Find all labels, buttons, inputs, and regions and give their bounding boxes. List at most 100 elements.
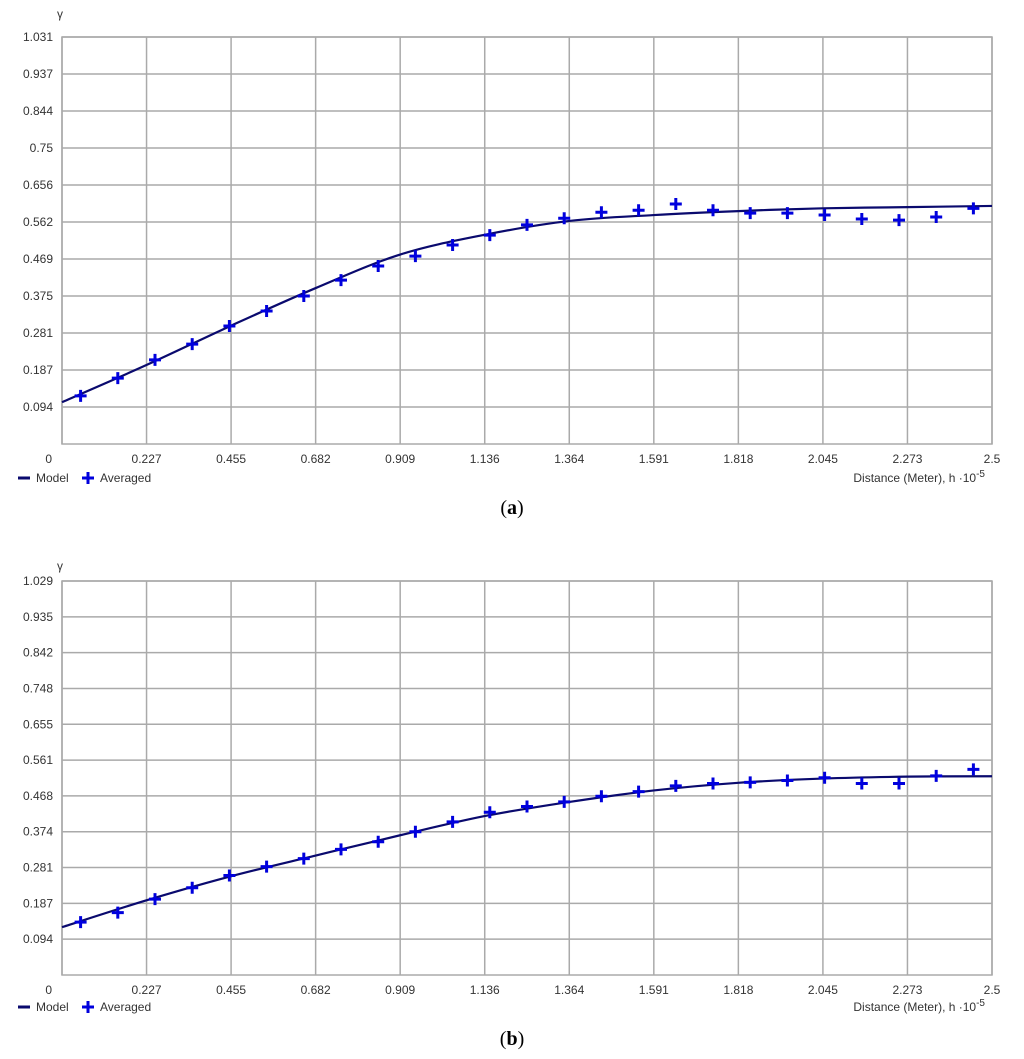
averaged-point <box>595 206 608 219</box>
averaged-point <box>632 204 645 217</box>
x-tick-label: 2.273 <box>892 983 922 997</box>
averaged-point <box>744 776 757 789</box>
y-tick-label: 0.935 <box>23 610 53 624</box>
y-tick-label: 0.094 <box>23 400 53 414</box>
x-axis-label-exponent: -5 <box>976 998 985 1009</box>
x-tick-label: 0.455 <box>216 983 246 997</box>
averaged-point <box>967 202 980 215</box>
y-tick-label: 0.655 <box>23 717 53 731</box>
plot-frame <box>61 580 993 976</box>
x-tick-label: 1.136 <box>470 983 500 997</box>
averaged-point <box>595 790 608 803</box>
x-axis-label-main: Distance (Meter), h ·10 <box>853 1000 976 1014</box>
y-tick-label: 0.842 <box>23 646 53 660</box>
caption-a: (a) <box>500 497 523 519</box>
x-tick-label: 1.591 <box>639 983 669 997</box>
x-tick-label: 1.591 <box>639 452 669 466</box>
y-tick-label: 0.656 <box>23 178 53 192</box>
averaged-point <box>372 835 385 848</box>
averaged-point <box>744 207 757 220</box>
legend-model-label: Model <box>36 1000 69 1014</box>
x-tick-label: 0.227 <box>132 452 162 466</box>
x-tick-label: 2.5 <box>984 983 1001 997</box>
x-axis-label-main: Distance (Meter), h ·10 <box>853 471 976 485</box>
model-line <box>61 204 993 404</box>
caption-b: (b) <box>500 1028 524 1050</box>
y-tick-label: 0.187 <box>23 363 53 377</box>
y-tick-label: 0.937 <box>23 67 53 81</box>
averaged-point <box>335 274 347 287</box>
averaged-point <box>818 771 831 784</box>
averaged-point <box>707 204 719 217</box>
y-tick-label: 0.75 <box>30 141 54 155</box>
y-axis-label: γ <box>57 559 63 573</box>
y-axis-label: γ <box>57 7 63 21</box>
averaged-point <box>855 212 868 225</box>
model-line <box>61 775 993 929</box>
averaged-point <box>149 893 161 906</box>
averaged-point <box>893 777 905 790</box>
averaged-point <box>149 353 161 366</box>
averaged-point <box>781 774 794 787</box>
legend-model-label: Model <box>36 471 69 485</box>
y-tick-label: 0.281 <box>23 861 53 875</box>
averaged-point <box>930 769 943 782</box>
legend-averaged-icon <box>82 472 94 484</box>
y-tick-label: 0.281 <box>23 326 53 340</box>
averaged-point <box>223 319 236 332</box>
averaged-point <box>632 785 645 798</box>
plot-frame <box>61 36 993 445</box>
x-tick-label: 2.273 <box>892 452 922 466</box>
x-tick-label: 0 <box>45 452 52 466</box>
y-tick-label: 0.469 <box>23 252 53 266</box>
averaged-point <box>855 777 868 790</box>
legend-averaged-label: Averaged <box>100 1000 151 1014</box>
chart-panel-a: 0 0.227 0.455 0.682 0.909 1.136 1.364 1.591 1.81… <box>18 7 1001 485</box>
chart-panel-b: 0 0.227 0.455 0.682 0.909 1.136 1.364 1.591 1.81… <box>18 559 1001 1014</box>
x-tick-label: 1.818 <box>723 983 753 997</box>
averaged-point <box>521 800 533 813</box>
averaged-point <box>669 197 682 210</box>
averaged-point <box>260 304 273 317</box>
averaged-point <box>930 211 943 224</box>
averaged-point <box>297 852 310 865</box>
y-tick-label: 0.844 <box>23 104 53 118</box>
y-tick-label: 1.031 <box>23 30 53 44</box>
averaged-point <box>372 259 385 272</box>
y-tick-label: 0.748 <box>23 681 53 695</box>
averaged-point <box>223 869 236 882</box>
y-tick-label: 0.187 <box>23 896 53 910</box>
averaged-point <box>781 207 794 220</box>
y-tick-label: 0.562 <box>23 215 53 229</box>
x-tick-label: 1.818 <box>723 452 753 466</box>
x-tick-label: 0.682 <box>301 983 331 997</box>
x-tick-label: 2.045 <box>808 452 838 466</box>
averaged-point <box>707 777 719 790</box>
legend-averaged-label: Averaged <box>100 471 151 485</box>
x-tick-label: 2.5 <box>984 452 1001 466</box>
averaged-point <box>297 289 310 302</box>
averaged-point <box>483 806 496 819</box>
legend: Model Averaged <box>18 471 151 485</box>
averaged-point <box>111 906 124 919</box>
x-tick-label: 1.136 <box>470 452 500 466</box>
averaged-point <box>818 209 831 222</box>
averaged-point <box>186 338 199 351</box>
averaged-point <box>335 843 347 856</box>
averaged-point <box>446 815 459 828</box>
averaged-point <box>260 860 273 873</box>
x-axis-label: Distance (Meter), h ·10-5 <box>853 998 985 1014</box>
averaged-point <box>446 239 459 252</box>
averaged-point <box>558 212 571 225</box>
averaged-point <box>558 795 571 808</box>
averaged-point <box>74 389 87 402</box>
x-tick-label: 1.364 <box>554 983 584 997</box>
averaged-point <box>111 372 124 385</box>
averaged-point <box>521 218 533 231</box>
x-axis-label-exponent: -5 <box>976 469 985 480</box>
averaged-point <box>967 763 980 776</box>
x-tick-label: 0.227 <box>132 983 162 997</box>
y-tick-label: 1.029 <box>23 574 53 588</box>
y-tick-label: 0.094 <box>23 932 53 946</box>
